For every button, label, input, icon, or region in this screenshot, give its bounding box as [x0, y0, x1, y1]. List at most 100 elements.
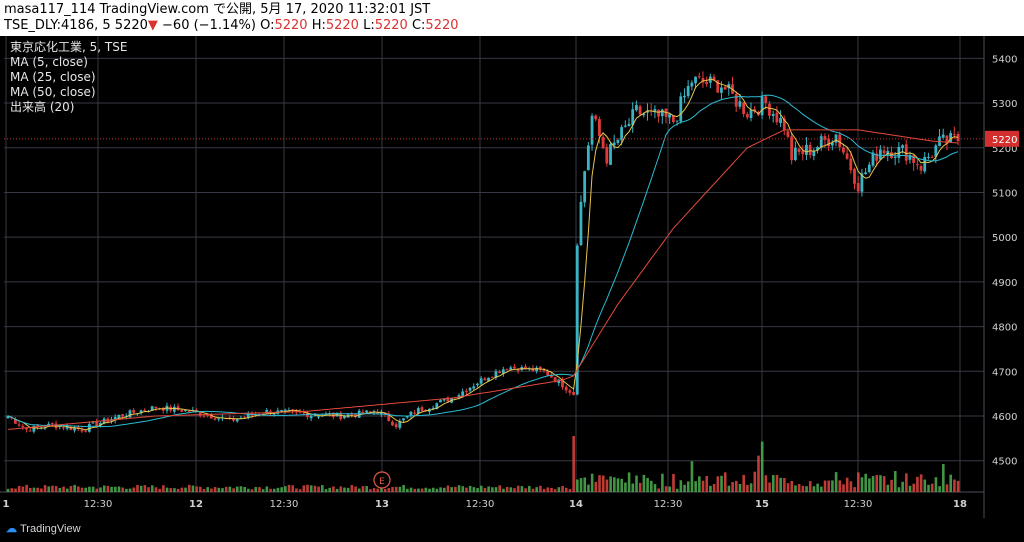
volume-bar [291, 485, 295, 492]
candle-body [908, 154, 912, 160]
y-tick-label: 5000 [992, 233, 1017, 244]
volume-bar [199, 486, 202, 492]
volume-bar [191, 485, 195, 492]
candle-body [827, 138, 831, 147]
x-tick-label: 12:30 [654, 499, 683, 510]
candle-body [476, 383, 479, 386]
candle-body [206, 414, 210, 416]
candle-body [324, 413, 328, 415]
candle-body [583, 171, 587, 203]
x-tick-label: 12:30 [270, 499, 299, 510]
brand-name: TradingView [20, 523, 81, 535]
candle-body [878, 149, 882, 160]
candle-body [246, 413, 250, 418]
legend-volume[interactable]: 出来高 (20) [10, 100, 75, 114]
legend-symbol[interactable]: 東京応化工業, 5, TSE [10, 40, 128, 54]
candle-body [553, 377, 557, 382]
candle-body [671, 115, 675, 123]
candle-body [184, 409, 187, 411]
candle-body [261, 413, 265, 415]
candle-body [132, 409, 136, 413]
volume-bar [232, 488, 235, 492]
volume-bar [221, 488, 224, 492]
volume-bar [14, 488, 17, 492]
legend-ma25[interactable]: MA (25, close) [10, 70, 96, 84]
candle-body [845, 153, 849, 159]
candle-body [901, 145, 904, 148]
volume-bar [476, 488, 479, 492]
volume-bar [812, 486, 816, 492]
volume-bar [298, 489, 302, 492]
volume-bar [528, 485, 531, 492]
candle-body [32, 425, 36, 432]
volume-bar [631, 483, 635, 492]
candle-body [62, 427, 65, 429]
candle-body [720, 87, 723, 93]
candle-body [745, 114, 749, 118]
volume-bar [705, 475, 709, 492]
y-tick-label: 5200 [992, 144, 1017, 155]
volume-bar [428, 488, 431, 492]
candle-body [402, 418, 405, 421]
volume-bar [442, 487, 446, 492]
candle-body [283, 409, 287, 412]
volume-bar [213, 487, 217, 492]
volume-bar [620, 478, 624, 492]
volume-bar [69, 486, 73, 492]
candle-body [505, 368, 509, 370]
legend-ma5[interactable]: MA (5, close) [10, 55, 88, 69]
candle-body [420, 407, 424, 411]
candle-body [280, 410, 283, 412]
volume-bar [457, 485, 461, 492]
volume-bar [184, 487, 187, 492]
candle-body [91, 422, 95, 424]
volume-bar [771, 475, 775, 492]
volume-bar [77, 486, 80, 492]
candle-body [742, 102, 746, 115]
volume-bar [698, 476, 701, 492]
volume-bar [28, 487, 32, 492]
x-tick-label: 15 [755, 499, 769, 510]
candle-body [819, 136, 823, 148]
volume-bar [893, 471, 897, 492]
candle-body [801, 150, 805, 155]
candle-body [564, 386, 568, 391]
volume-bar [742, 474, 746, 492]
volume-bar [938, 486, 941, 492]
volume-bar [934, 477, 938, 492]
candle-body [927, 156, 930, 158]
close-value: 5220 [425, 18, 459, 33]
legend-ma50[interactable]: MA (50, close) [10, 85, 96, 99]
volume-bar [365, 486, 368, 492]
volume-bar [217, 487, 221, 492]
candle-body [860, 173, 864, 192]
earnings-event-icon[interactable] [373, 471, 391, 489]
volume-bar [820, 486, 823, 492]
tradingview-logo[interactable]: ☁ TradingView [6, 522, 81, 535]
volume-bar [380, 487, 383, 492]
volume-bar [424, 487, 428, 492]
candle-body [187, 410, 191, 412]
tradingview-cloud-icon: ☁ [6, 523, 17, 535]
volume-bar [561, 485, 564, 492]
volume-bar [165, 487, 169, 492]
volume-bar [239, 486, 243, 492]
volume-bar [321, 485, 324, 492]
candle-body [202, 415, 206, 417]
candle-body [635, 105, 638, 111]
candle-body [309, 415, 313, 419]
x-tick-label: 12:30 [84, 499, 113, 510]
candle-body [904, 144, 908, 161]
volume-bar [908, 485, 912, 492]
volume-bar [808, 481, 812, 492]
y-tick-label: 4700 [992, 367, 1017, 378]
volume-bar [265, 486, 269, 492]
candle-body [775, 112, 779, 123]
candle-body [28, 430, 32, 432]
candle-body [934, 145, 938, 157]
volume-bar [409, 487, 413, 492]
ohlc-line: TSE_DLY:4186, 5 5220▼ −60 (−1.14%) O:522… [4, 18, 459, 34]
price-chart[interactable]: 4500 4600 4700 4800 4900 5000 5100 5200 5300 5400… [0, 36, 1024, 518]
volume-bar [779, 477, 782, 492]
volume-bar [646, 478, 649, 492]
